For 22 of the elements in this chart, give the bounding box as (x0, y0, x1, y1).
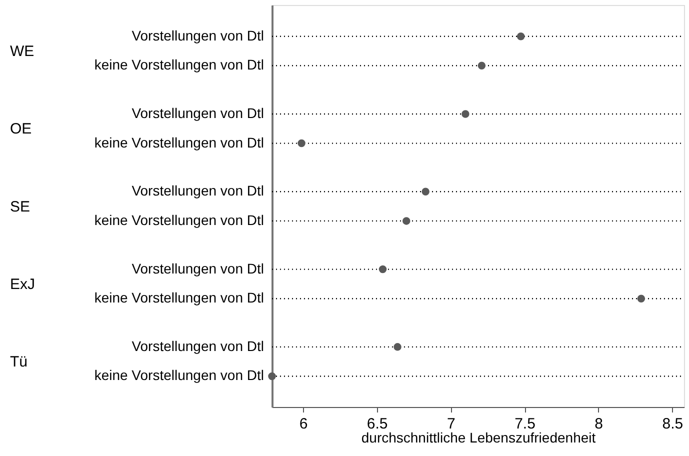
text: WE (10, 43, 34, 60)
y-tick-label: keine Vorstellungen von Dtl (94, 56, 264, 73)
x-tick-label: 7 (447, 416, 456, 432)
y-tick-label: Vorstellungen von Dtl (132, 338, 264, 354)
x-tick-label: 7.5 (514, 416, 536, 432)
text: ExJ (10, 276, 36, 293)
x-tick-label: 8 (594, 416, 604, 432)
text: OE (10, 120, 32, 138)
y-tick-label: keine Vorstellungen von Dtl (94, 212, 264, 228)
y-tick-label: Vorstellungen von Dtl (132, 27, 264, 44)
x-axis-title: durchschnittliche Lebenszufriedenheit (361, 430, 596, 446)
x-tick-label: 8.5 (662, 416, 684, 432)
y-tick-label: Vorstellungen von Dtl (132, 104, 264, 121)
y-tick-label: keine Vorstellungen von Dtl (94, 134, 264, 150)
y-tick-label: keine Vorstellungen von Dtl (94, 367, 264, 384)
text: SE (10, 198, 30, 216)
x-tick-label: 6.5 (366, 416, 388, 432)
y-tick-label: Vorstellungen von Dtl (132, 182, 264, 199)
y-tick-label: keine Vorstellungen von Dtl (94, 290, 264, 306)
x-tick-label: 6 (299, 416, 308, 432)
text: Tü (10, 354, 28, 371)
y-tick-label: Vorstellungen von Dtl (132, 260, 264, 276)
